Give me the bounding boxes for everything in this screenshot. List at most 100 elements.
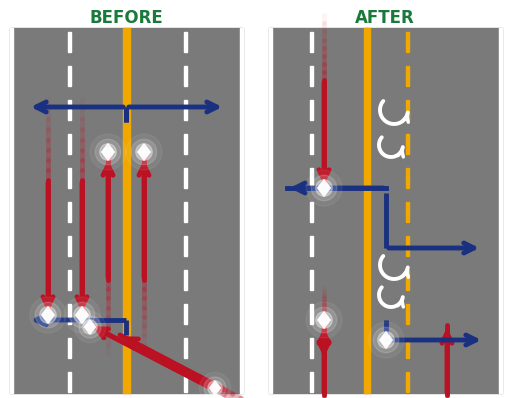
Polygon shape <box>380 332 392 348</box>
Bar <box>184 270 187 290</box>
Polygon shape <box>41 307 54 323</box>
Bar <box>406 372 409 392</box>
Circle shape <box>311 307 337 333</box>
Bar <box>123 28 125 393</box>
Polygon shape <box>84 320 95 334</box>
Bar <box>184 304 187 324</box>
Bar <box>406 32 409 52</box>
Bar <box>364 28 367 393</box>
Bar <box>310 338 313 358</box>
Circle shape <box>319 183 329 193</box>
Bar <box>10 28 243 393</box>
Circle shape <box>77 310 87 320</box>
Circle shape <box>378 332 394 348</box>
Circle shape <box>139 148 148 156</box>
Circle shape <box>35 302 61 328</box>
Text: AFTER: AFTER <box>355 9 415 27</box>
Circle shape <box>86 323 94 331</box>
Circle shape <box>83 320 97 334</box>
Circle shape <box>126 134 162 170</box>
Bar <box>68 372 71 392</box>
Bar <box>310 100 313 120</box>
Circle shape <box>136 144 152 160</box>
Circle shape <box>381 336 391 345</box>
Bar <box>310 66 313 86</box>
Bar <box>68 270 71 290</box>
Polygon shape <box>102 144 114 160</box>
Bar <box>406 338 409 358</box>
Bar <box>184 236 187 256</box>
Circle shape <box>319 316 329 324</box>
Circle shape <box>306 170 342 206</box>
Polygon shape <box>318 180 330 196</box>
Bar <box>310 304 313 324</box>
Circle shape <box>368 322 404 358</box>
Bar <box>310 134 313 154</box>
Bar <box>310 236 313 256</box>
Bar <box>406 100 409 120</box>
Bar <box>68 168 71 188</box>
Bar <box>68 134 71 154</box>
Bar <box>269 28 272 393</box>
Bar <box>184 372 187 392</box>
Bar <box>127 28 130 393</box>
Polygon shape <box>138 144 151 160</box>
Bar <box>367 28 370 393</box>
Circle shape <box>204 377 226 398</box>
Circle shape <box>199 373 230 398</box>
Bar <box>406 66 409 86</box>
Bar <box>68 32 71 52</box>
Bar <box>310 270 313 290</box>
Circle shape <box>316 312 332 328</box>
Bar <box>269 28 502 393</box>
Bar <box>184 338 187 358</box>
Polygon shape <box>318 312 330 328</box>
Bar <box>240 28 243 393</box>
Polygon shape <box>209 381 221 395</box>
Circle shape <box>69 302 95 328</box>
Bar <box>68 202 71 222</box>
Circle shape <box>74 307 90 323</box>
Circle shape <box>30 297 66 333</box>
Bar <box>310 168 313 188</box>
Circle shape <box>306 302 342 338</box>
Bar <box>310 372 313 392</box>
Bar <box>406 134 409 154</box>
Circle shape <box>95 139 121 165</box>
Circle shape <box>100 144 116 160</box>
Bar <box>184 100 187 120</box>
Circle shape <box>74 311 105 343</box>
Bar <box>406 304 409 324</box>
Text: BEFORE: BEFORE <box>89 9 163 27</box>
Circle shape <box>131 139 157 165</box>
Circle shape <box>373 327 399 353</box>
Bar <box>68 338 71 358</box>
Circle shape <box>64 297 100 333</box>
Bar <box>310 32 313 52</box>
Bar <box>68 100 71 120</box>
Bar <box>184 66 187 86</box>
Bar <box>184 134 187 154</box>
Bar <box>68 66 71 86</box>
Circle shape <box>44 310 53 320</box>
Bar <box>184 168 187 188</box>
Bar <box>406 236 409 256</box>
Circle shape <box>40 307 56 323</box>
Bar <box>184 32 187 52</box>
Circle shape <box>90 134 126 170</box>
Bar <box>499 28 502 393</box>
Circle shape <box>316 180 332 196</box>
Bar <box>406 270 409 290</box>
Polygon shape <box>76 307 88 323</box>
Bar <box>68 236 71 256</box>
Circle shape <box>208 381 222 395</box>
Circle shape <box>79 316 101 338</box>
Bar <box>68 304 71 324</box>
Circle shape <box>103 148 113 156</box>
Bar <box>406 168 409 188</box>
Bar <box>10 28 13 393</box>
Circle shape <box>311 175 337 201</box>
Bar <box>310 202 313 222</box>
Bar <box>406 202 409 222</box>
Circle shape <box>211 384 219 392</box>
